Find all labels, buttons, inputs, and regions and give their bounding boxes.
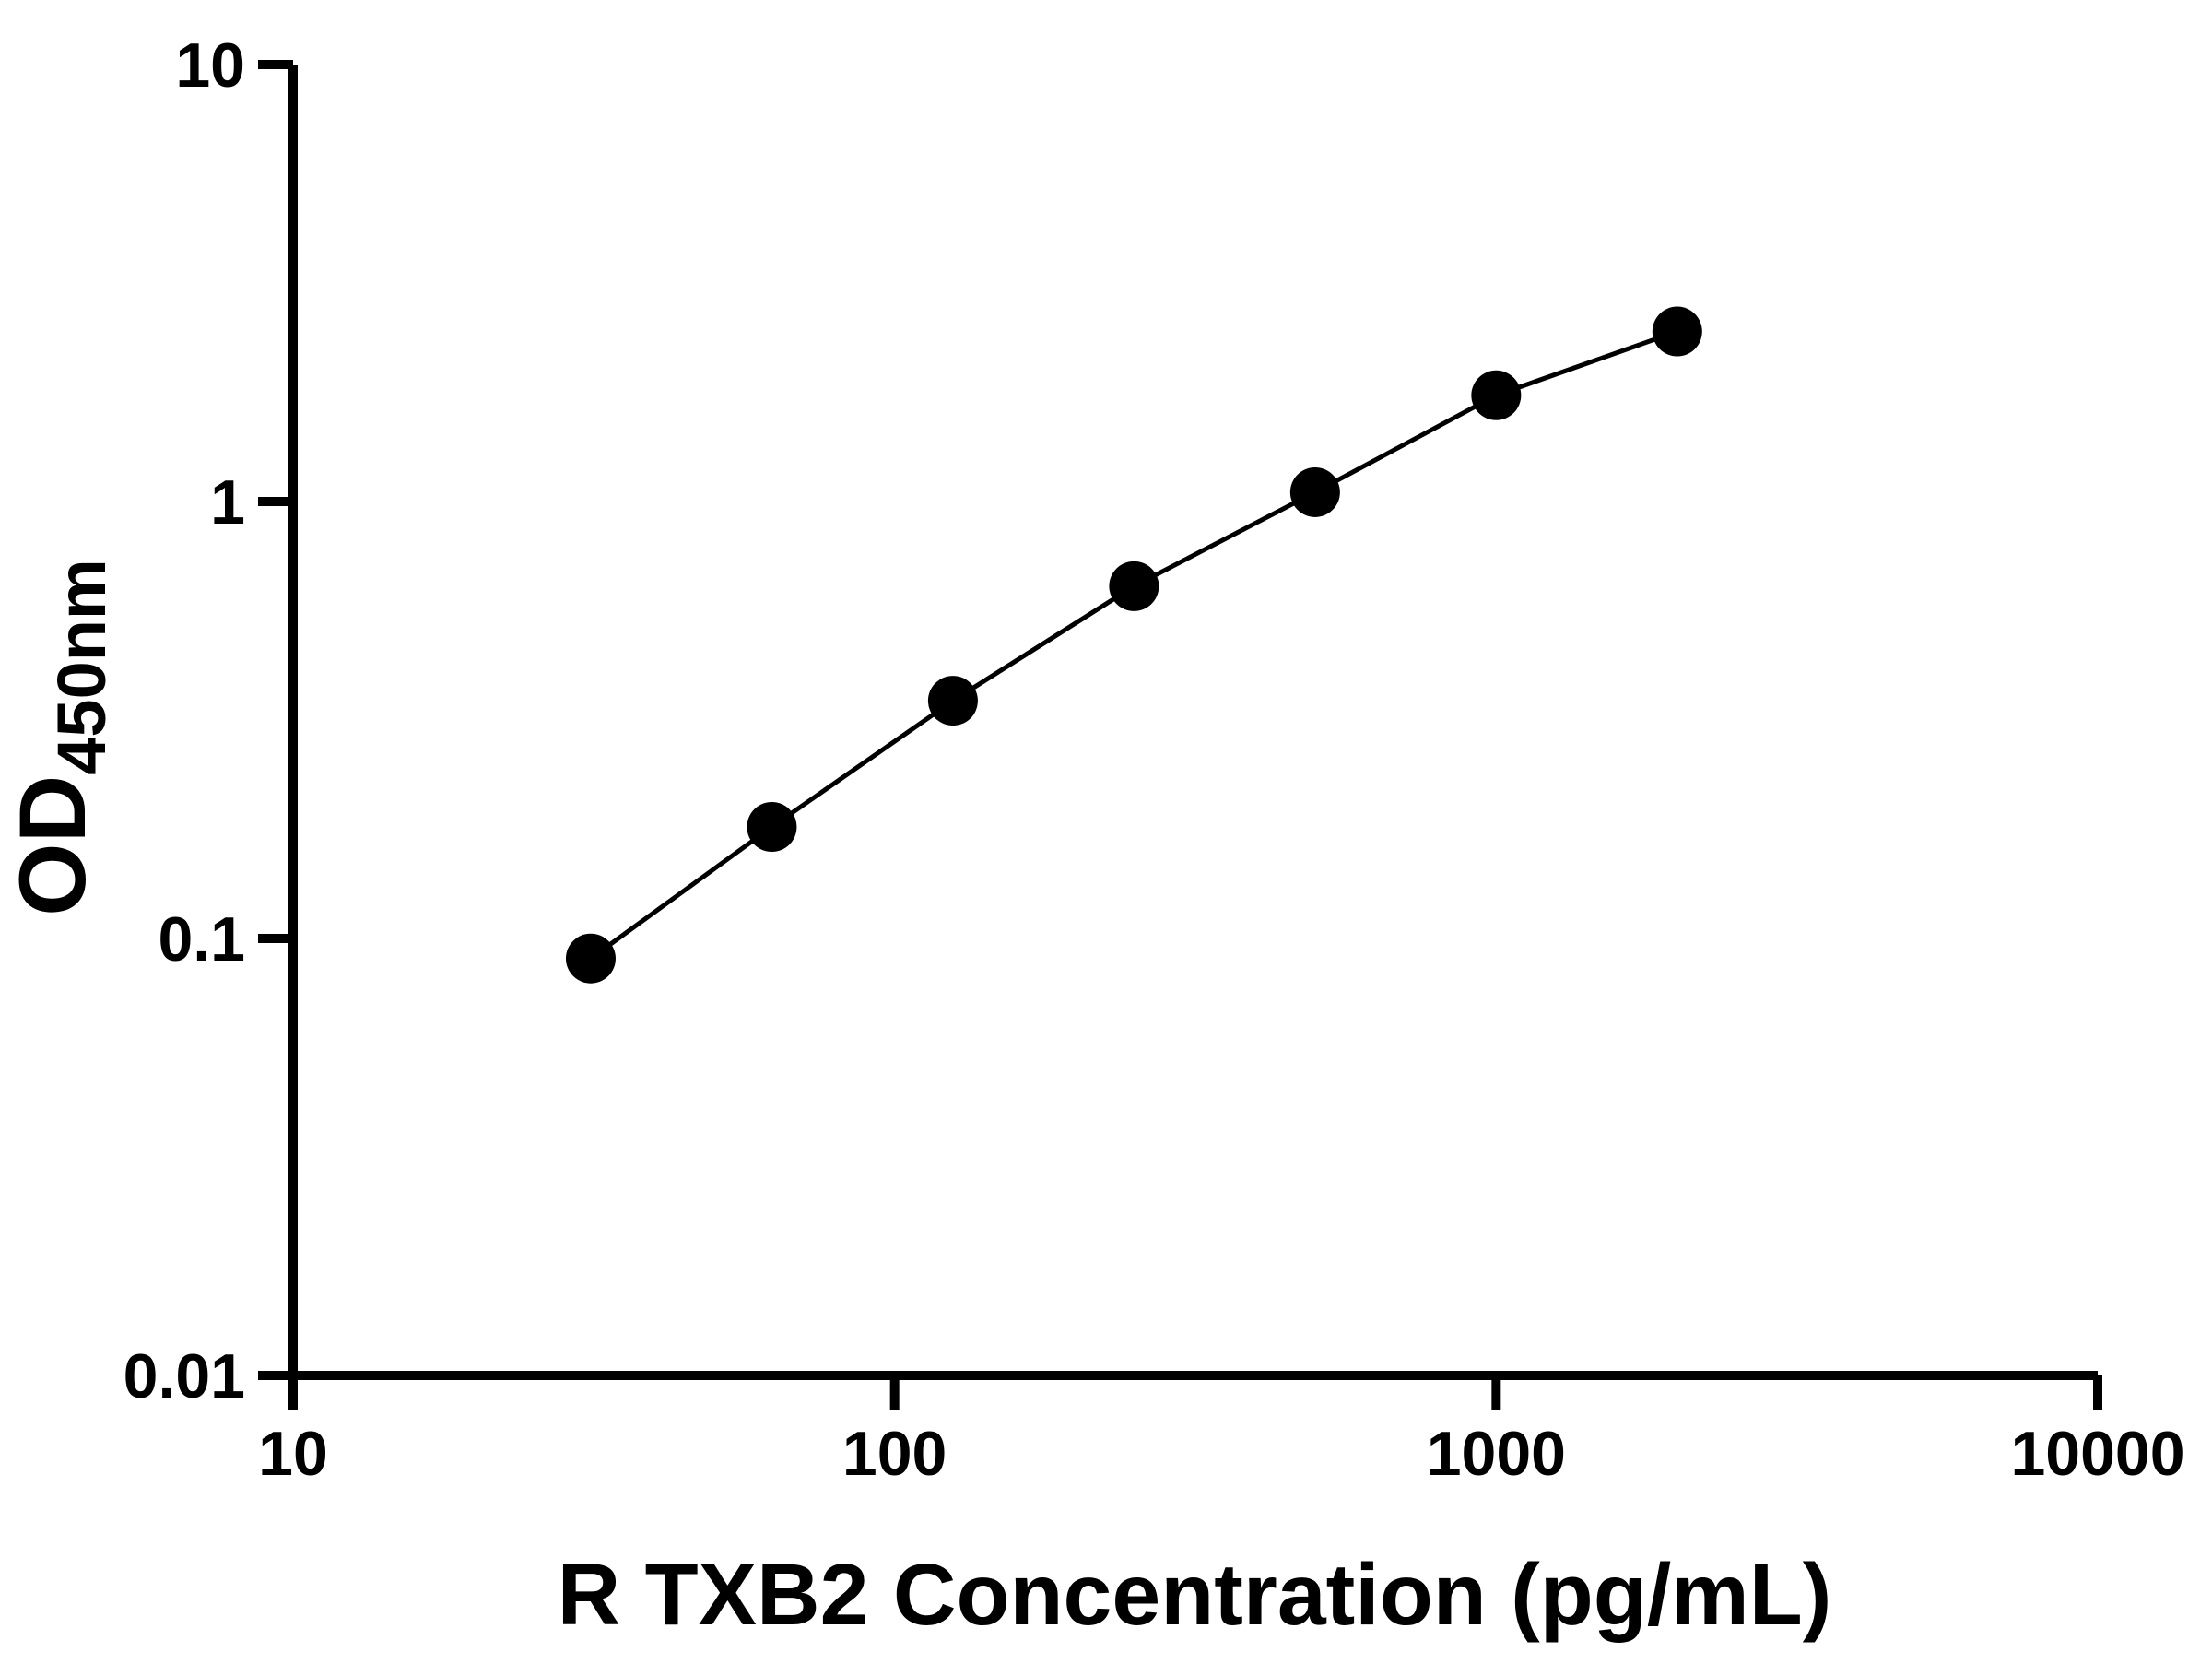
y-tick-label: 0.1 — [158, 904, 245, 974]
y-tick-label: 10 — [175, 30, 245, 100]
x-tick-label: 10000 — [2010, 1419, 2184, 1489]
data-point — [1289, 466, 1340, 517]
data-point — [565, 933, 616, 984]
data-point — [1652, 306, 1702, 357]
plot-layer: 10 100 1000 10000 10 1 0.1 0.01 — [124, 30, 2185, 1489]
data-point — [927, 676, 978, 726]
x-tick-label: 1000 — [1427, 1419, 1566, 1489]
data-point — [747, 802, 797, 853]
y-tick-label: 1 — [210, 467, 245, 537]
series-line — [589, 329, 1678, 961]
data-point — [1471, 370, 1522, 420]
x-tick-label: 10 — [258, 1419, 328, 1489]
y-axis-title-sub: 450nm — [43, 559, 120, 774]
data-point — [1109, 561, 1159, 611]
y-tick-label: 0.01 — [124, 1341, 245, 1411]
y-axis-title-main: OD — [0, 775, 105, 916]
x-tick-label: 100 — [842, 1419, 947, 1489]
axes-spines — [288, 65, 2098, 1380]
x-axis-title: R TXB2 Concentration (pg/mL) — [558, 1546, 1832, 1644]
y-axis-title: OD450nm — [0, 559, 120, 915]
